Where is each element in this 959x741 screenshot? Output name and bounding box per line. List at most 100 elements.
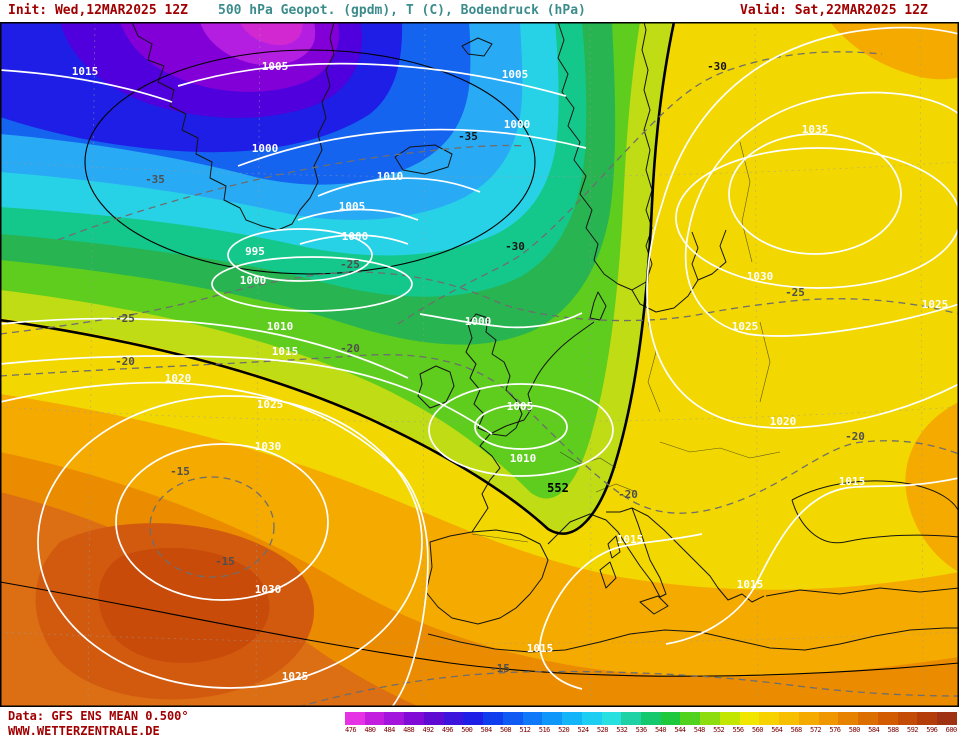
variable-label: 500 hPa Geopot. (gpdm), T (C), Bodendruc… [218, 3, 586, 18]
temperature-label: -15 [490, 662, 510, 675]
colorbar-tick: 496 [441, 726, 454, 734]
temperature-label: -20 [618, 488, 638, 501]
isobar-label: 1025 [922, 298, 949, 311]
temperature-label: -30 [505, 240, 525, 253]
isobar-label: 995 [245, 245, 265, 258]
isobar-label: 1010 [267, 320, 294, 333]
isobar-label: 1010 [377, 170, 404, 183]
colorbar-cell [877, 712, 898, 725]
colorbar-tick: 480 [364, 726, 376, 734]
colorbar-tick: 536 [635, 726, 648, 734]
isobar-label: 1010 [510, 452, 537, 465]
isobar-label: 1030 [255, 583, 282, 596]
init-label: Init: Wed,12MAR2025 12Z [8, 3, 189, 18]
isobar-label: 1015 [617, 533, 644, 546]
temperature-label: -15 [170, 465, 190, 478]
map-labels: 1015 1005 1005 1000 1000 1010 1005 1000 995 1000 -… [72, 60, 949, 683]
colorbar-cell [502, 712, 523, 725]
colorbar: 476 480 484 488 492 496 500 504 508 512 516 520 524 5… [345, 712, 957, 734]
colorbar-cell [700, 712, 720, 725]
colorbar-cell [423, 712, 444, 725]
colorbar-cell [522, 712, 543, 725]
colorbar-tick: 516 [538, 726, 551, 734]
isobar-label: 1030 [255, 440, 282, 453]
colorbar-cell [897, 712, 918, 725]
colorbar-cell [581, 712, 602, 725]
colorbar-cell [917, 712, 938, 725]
coastlines [131, 22, 959, 653]
isobar-label: 1015 [72, 65, 99, 78]
isobar-label: 1015 [527, 642, 554, 655]
temperature-label: -25 [785, 286, 805, 299]
colorbar-tick: 488 [403, 726, 415, 734]
isobar-label: 1015 [272, 345, 299, 358]
colorbar-cell [680, 712, 701, 725]
isobar-label: 1015 [737, 578, 764, 591]
colorbar-cell [759, 712, 780, 725]
isobar-label: 1005 [502, 68, 529, 81]
colorbar-cell [483, 712, 503, 725]
colorbar-cell [739, 712, 760, 725]
isotherm-contours [0, 51, 959, 707]
colorbar-tick: 528 [596, 726, 609, 734]
colorbar-tick: 560 [751, 726, 764, 734]
colorbar-tick: 580 [848, 726, 861, 734]
colorbar-cell [542, 712, 563, 725]
colorbar-tick: 500 [461, 726, 473, 734]
colorbar-cell [660, 712, 681, 725]
colorbar-tick: 584 [868, 726, 880, 734]
colorbar-cell [937, 712, 957, 725]
temperature-label: -25 [340, 258, 360, 271]
colorbar-tick: 576 [829, 726, 841, 734]
colorbar-tick: 504 [480, 726, 493, 734]
colorbar-tick: 524 [577, 726, 590, 734]
isobar-contours [0, 26, 959, 707]
colorbar-gradient [345, 712, 957, 725]
temperature-label: -30 [707, 60, 727, 73]
temperature-label: -35 [458, 130, 478, 143]
colorbar-cell [779, 712, 799, 725]
colorbar-cell [601, 712, 622, 725]
colorbar-cell [798, 712, 819, 725]
colorbar-tick: 572 [810, 726, 822, 734]
colorbar-tick: 588 [887, 726, 900, 734]
isobar-label: 1000 [252, 142, 279, 155]
isobar-label: 1000 [342, 230, 369, 243]
isobar-label: 1015 [839, 475, 866, 488]
map-canvas: 1015 1005 1005 1000 1000 1010 1005 1000 995 1000 -… [0, 22, 959, 707]
valid-label: Valid: Sat,22MAR2025 12Z [740, 3, 928, 18]
colorbar-tick: 548 [693, 726, 706, 734]
isobar-label: 1000 [504, 118, 531, 131]
website-link[interactable]: WWW.WETTERZENTRALE.DE [8, 724, 160, 738]
colorbar-tick: 552 [713, 726, 725, 734]
colorbar-tick: 540 [655, 726, 667, 734]
temperature-label: -25 [115, 312, 135, 325]
isobar-label: 1035 [802, 123, 829, 136]
colorbar-cell [463, 712, 484, 725]
map-footer: Data: GFS ENS MEAN 0.500° WWW.WETTERZENT… [0, 707, 959, 741]
colorbar-cell [443, 712, 464, 725]
colorbar-tick: 508 [500, 726, 512, 734]
isobar-label: 1020 [770, 415, 797, 428]
colorbar-cell [364, 712, 385, 725]
map-frame [0, 22, 959, 707]
colorbar-tick: 532 [616, 726, 628, 734]
temperature-label: -20 [845, 430, 865, 443]
map-header: Init: Wed,12MAR2025 12Z 500 hPa Geopot. … [0, 0, 959, 22]
isobar-label: 1025 [732, 320, 759, 333]
temperature-label: -20 [340, 342, 360, 355]
colorbar-cell [384, 712, 405, 725]
colorbar-cell [404, 712, 424, 725]
height-label: 552 [547, 481, 569, 495]
colorbar-cell [818, 712, 839, 725]
colorbar-tick: 544 [674, 726, 686, 734]
colorbar-tick: 484 [383, 726, 396, 734]
colorbar-tick: 556 [732, 726, 745, 734]
isobar-label: 1000 [465, 315, 492, 328]
isobar-label: 1000 [240, 274, 267, 287]
colorbar-tick: 512 [519, 726, 531, 734]
colorbar-cell [621, 712, 642, 725]
colorbar-cell [858, 712, 878, 725]
colorbar-tick: 596 [926, 726, 938, 734]
isobar-label: 1005 [339, 200, 366, 213]
